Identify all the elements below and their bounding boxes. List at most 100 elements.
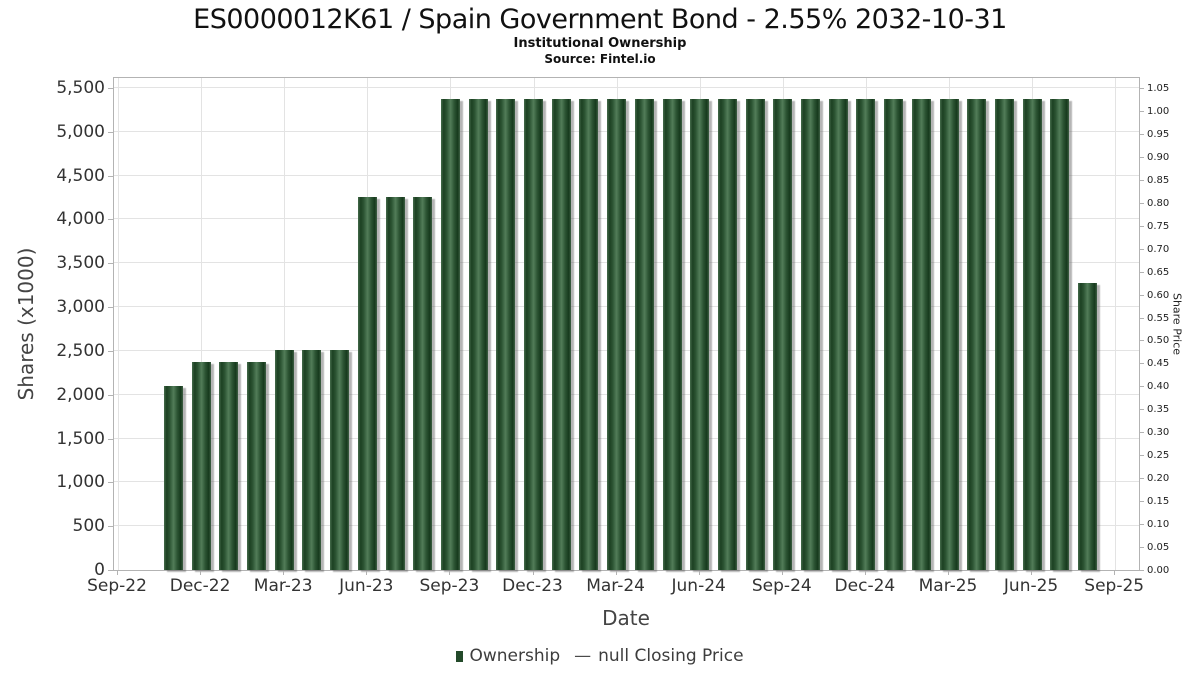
ownership-bar[interactable]: [1022, 98, 1042, 570]
left-axis-tick-label: 1,500: [56, 428, 105, 449]
x-axis-tick-label: Sep-24: [751, 576, 812, 596]
left-axis-tick: [108, 438, 113, 440]
right-axis-tick: [1140, 156, 1144, 158]
right-axis-tick-label: 0.00: [1147, 565, 1170, 576]
right-axis-tick-label: 1.05: [1147, 83, 1170, 94]
horizontal-gridline: [114, 349, 1139, 351]
x-axis-tick-label: Mar-23: [253, 576, 313, 596]
right-axis-tick-label: 0.70: [1147, 243, 1170, 255]
ownership-bar[interactable]: [745, 98, 765, 570]
x-axis-tick: [698, 571, 700, 575]
right-axis-tick: [1140, 110, 1144, 112]
ownership-bar[interactable]: [911, 98, 931, 570]
right-axis-tick-label: 0.05: [1147, 542, 1170, 554]
ownership-bar[interactable]: [607, 98, 627, 570]
left-axis-tick: [108, 88, 113, 89]
horizontal-gridline: [114, 218, 1139, 220]
right-axis-tick: [1140, 501, 1144, 503]
ownership-bar[interactable]: [551, 98, 571, 570]
vertical-gridline: [1115, 78, 1117, 570]
legend-item-closing-price[interactable]: — null Closing Price: [560, 646, 743, 666]
right-axis-tick-label: 0.95: [1147, 128, 1170, 140]
right-axis-tick-label: 0.35: [1147, 404, 1170, 416]
ownership-bar[interactable]: [357, 197, 377, 570]
horizontal-gridline: [114, 481, 1139, 483]
right-axis-tick: [1140, 317, 1144, 319]
right-axis-title: Share Price: [1170, 292, 1184, 356]
left-axis-tick-label: 500: [72, 516, 105, 537]
right-axis-tick-label: 0.25: [1147, 450, 1170, 462]
ownership-bar[interactable]: [967, 98, 987, 570]
left-axis-tick: [108, 219, 113, 221]
right-axis-tick-label: 0.40: [1147, 381, 1170, 393]
right-axis-tick: [1140, 478, 1144, 480]
ownership-bar[interactable]: [524, 98, 543, 570]
ownership-bar[interactable]: [1078, 283, 1097, 570]
ownership-bar[interactable]: [662, 98, 682, 570]
ownership-bar[interactable]: [856, 98, 876, 570]
legend-price-label: null Closing Price: [598, 646, 744, 666]
left-axis-tick-label: 1,000: [56, 472, 105, 493]
right-axis-tick-label: 0.85: [1147, 174, 1170, 186]
ownership-bar[interactable]: [302, 350, 322, 570]
left-axis-tick: [108, 263, 113, 265]
ownership-bar[interactable]: [717, 98, 737, 570]
x-axis-tick-label: Mar-25: [918, 576, 978, 596]
horizontal-gridline: [114, 306, 1139, 308]
right-axis-tick-label: 0.75: [1147, 220, 1170, 232]
ownership-bar[interactable]: [440, 98, 460, 570]
ownership-bar[interactable]: [884, 98, 904, 570]
ownership-bar[interactable]: [330, 350, 350, 570]
ownership-bar[interactable]: [274, 350, 294, 570]
x-axis-tick: [781, 571, 783, 575]
x-axis-tick: [283, 571, 285, 575]
ownership-bar[interactable]: [579, 98, 599, 570]
ownership-bar[interactable]: [163, 385, 183, 570]
horizontal-gridline: [114, 262, 1139, 264]
ownership-bar[interactable]: [247, 361, 266, 570]
ownership-bar[interactable]: [468, 98, 488, 570]
ownership-bar[interactable]: [496, 98, 516, 570]
right-axis-tick: [1140, 547, 1144, 549]
left-axis-tick-label: 3,500: [56, 253, 105, 274]
right-axis-tick-label: 1.00: [1147, 105, 1170, 117]
left-axis-tick-label: 4,500: [56, 165, 105, 186]
ownership-bar[interactable]: [413, 197, 433, 570]
horizontal-gridline: [114, 174, 1139, 176]
right-axis-tick: [1140, 225, 1144, 227]
left-axis-tick: [108, 175, 113, 177]
ownership-bar[interactable]: [1050, 98, 1070, 570]
page-title: ES0000012K61 / Spain Government Bond - 2…: [193, 4, 1007, 35]
ownership-bar[interactable]: [994, 98, 1014, 570]
x-axis-tick-label: Sep-23: [419, 576, 480, 596]
ownership-bar[interactable]: [939, 98, 959, 570]
right-axis-tick-label: 0.65: [1147, 266, 1170, 278]
ownership-bar[interactable]: [191, 361, 211, 570]
right-axis-tick: [1140, 340, 1144, 342]
left-axis-tick: [108, 350, 113, 352]
left-axis-tick-label: 4,000: [56, 209, 105, 230]
left-axis-tick-label: 0: [94, 560, 105, 580]
x-axis-tick: [615, 571, 617, 575]
ownership-bar[interactable]: [385, 197, 405, 570]
ownership-bar[interactable]: [219, 361, 239, 570]
right-axis-tick: [1140, 179, 1144, 181]
ownership-bar[interactable]: [828, 98, 848, 570]
x-axis-tick-label: Jun-25: [1003, 576, 1059, 596]
ownership-bar[interactable]: [773, 98, 793, 570]
left-axis-tick-label: 2,000: [56, 384, 105, 405]
ownership-bar[interactable]: [801, 98, 820, 570]
ownership-bar[interactable]: [690, 98, 710, 570]
horizontal-gridline: [114, 393, 1139, 395]
right-axis-tick: [1140, 294, 1144, 296]
right-axis-tick: [1140, 432, 1144, 434]
x-axis-tick-label: Mar-24: [586, 576, 645, 596]
x-axis-tick: [948, 571, 949, 575]
right-axis-tick-label: 0.30: [1147, 427, 1170, 439]
right-axis-tick: [1140, 202, 1144, 204]
left-axis-tick-label: 5,000: [56, 121, 105, 142]
legend-item-ownership[interactable]: Ownership: [456, 646, 560, 666]
x-axis-tick-label: Sep-25: [1084, 576, 1145, 596]
ownership-bar[interactable]: [634, 98, 654, 570]
ownership-swatch-icon: [456, 650, 464, 662]
